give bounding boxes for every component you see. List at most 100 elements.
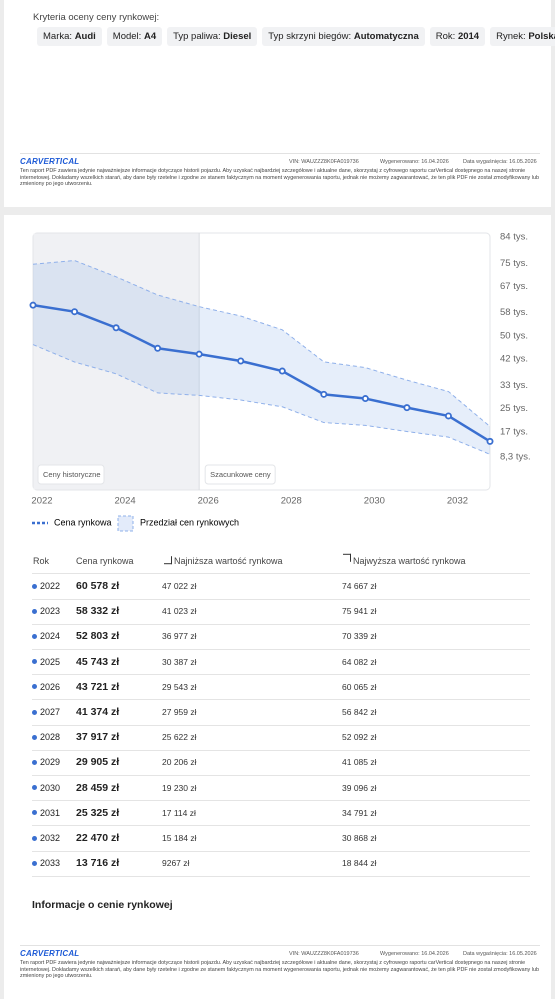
legend-band (117, 515, 134, 532)
year-cell: 2031 (40, 807, 61, 818)
price-cell: 13 716 zł (76, 857, 120, 870)
criteria-value: Audi (74, 31, 96, 42)
row-divider (32, 825, 530, 827)
price-cell: 37 917 zł (76, 731, 120, 744)
info-title: Informacje o cenie rynkowej (32, 899, 173, 911)
footer-divider (20, 945, 540, 946)
criteria-value: A4 (143, 31, 157, 42)
y-tick-label: 58 tys. (500, 307, 528, 318)
disclaimer: Ten raport PDF zawiera jedynie najważnie… (20, 168, 539, 188)
x-tick-label: 2030 (364, 496, 385, 507)
high-cell: 34 791 zł (342, 807, 377, 818)
row-divider (32, 598, 530, 600)
criteria-chip: Typ paliwa: Diesel (167, 27, 258, 46)
region-label-box (37, 464, 105, 485)
price-cell: 43 721 zł (76, 680, 120, 693)
table-header: Najwyższa wartość rynkowa (353, 556, 466, 566)
row-divider (32, 623, 530, 625)
price-point (195, 350, 203, 358)
table-header: Rok (33, 556, 50, 566)
criteria-card: Kryteria oceny ceny rynkowej: Marka: Aud… (4, 0, 555, 207)
logo: CARVERTICAL (20, 157, 80, 166)
footer: CARVERTICAL VIN: WAUZZZ8K0FA019736 Wygener… (0, 153, 555, 198)
row-divider (32, 699, 530, 701)
price-cell: 22 470 zł (76, 832, 120, 844)
row-dot (32, 709, 37, 715)
market-card: 8,3 tys. 17 tys. 25 tys. 33 tys. 42 tys. 50 t… (4, 215, 551, 999)
row-dot (32, 659, 37, 665)
x-tick-label: 2026 (198, 496, 219, 507)
criteria-label: Typ skrzyni biegów: (268, 31, 352, 42)
price-point (320, 390, 328, 398)
y-tick-label: 25 tys. (500, 403, 528, 414)
price-cell: 45 743 zł (76, 655, 120, 668)
row-dot (32, 583, 37, 589)
criteria-label: Rok: (435, 31, 456, 42)
region-label: Szacunkowe ceny (210, 470, 271, 479)
low-cell: 17 114 zł (162, 807, 196, 818)
low-cell: 25 622 zł (162, 732, 197, 743)
price-cell: 25 325 zł (76, 806, 120, 819)
year-cell: 2033 (40, 858, 61, 869)
region-label-box (204, 464, 276, 485)
region-label: Ceny historyczne (43, 470, 101, 479)
high-cell: 56 842 zł (342, 707, 377, 717)
y-tick-label: 75 tys. (500, 258, 528, 269)
price-point (278, 367, 286, 375)
low-cell: 15 184 zł (162, 833, 197, 843)
row-divider (32, 573, 530, 574)
band-lower (32, 344, 491, 455)
vin: VIN: WAUZZZ8K0FA019736 (289, 951, 359, 957)
footer: CARVERTICAL VIN: WAUZZZ8K0FA019736 Wygener… (0, 945, 555, 995)
price-line (32, 303, 491, 443)
y-tick-label: 17 tys. (500, 426, 528, 437)
year-cell: 2029 (40, 757, 61, 768)
criteria-chip: Typ skrzyni biegów: Automatyczna (262, 27, 425, 46)
arrow-down-icon (164, 556, 172, 565)
price-cell: 41 374 zł (76, 706, 120, 718)
high-cell: 18 844 zł (342, 858, 377, 869)
arrow-up-icon (343, 553, 351, 562)
year-cell: 2027 (40, 707, 61, 717)
y-tick-label: 50 tys. (500, 330, 528, 341)
low-cell: 27 959 zł (162, 707, 197, 717)
criteria-chip: Model: A4 (106, 27, 163, 46)
high-cell: 70 339 zł (342, 631, 377, 642)
y-tick-label: 67 tys. (500, 281, 528, 292)
low-cell: 9267 zł (162, 858, 190, 869)
low-cell: 29 543 zł (162, 681, 197, 692)
x-tick-label: 2028 (281, 496, 302, 507)
logo: CARVERTICAL (20, 949, 80, 958)
price-point (444, 412, 452, 420)
y-tick-label: 84 tys. (500, 232, 528, 243)
year-cell: 2026 (40, 681, 61, 692)
criteria-label: Rynek: (496, 31, 526, 42)
year-cell: 2032 (40, 833, 61, 843)
high-cell: 64 082 zł (342, 656, 377, 667)
legend-label: Przedział cen rynkowych (140, 517, 239, 527)
price-point (29, 301, 37, 309)
footer-divider (20, 153, 540, 154)
high-cell: 41 085 zł (342, 757, 377, 768)
chart: 8,3 tys. 17 tys. 25 tys. 33 tys. 42 tys. 50 t… (29, 232, 531, 532)
table-header: Cena rynkowa (76, 556, 134, 566)
low-cell: 36 977 zł (162, 631, 197, 642)
price-cell: 29 905 zł (76, 756, 120, 769)
criteria-title: Kryteria oceny ceny rynkowej: (33, 12, 160, 23)
high-cell: 30 868 zł (342, 833, 377, 843)
price-cell: 28 459 zł (76, 781, 120, 794)
year-cell: 2024 (40, 631, 61, 642)
price-point (237, 357, 245, 365)
criteria-chips: Marka: Audi Model: A4 Typ paliwa: Diesel Ty… (37, 27, 555, 46)
year-cell: 2022 (40, 581, 61, 591)
row-divider (32, 774, 530, 776)
low-cell: 19 230 zł (162, 782, 197, 793)
row-dot (32, 684, 37, 690)
row-dot (32, 860, 37, 866)
high-cell: 39 096 zł (342, 782, 377, 793)
high-cell: 52 092 zł (342, 732, 377, 743)
year-cell: 2023 (40, 606, 61, 617)
vin: VIN: WAUZZZ8K0FA019736 (289, 159, 359, 165)
price-point (361, 395, 369, 403)
